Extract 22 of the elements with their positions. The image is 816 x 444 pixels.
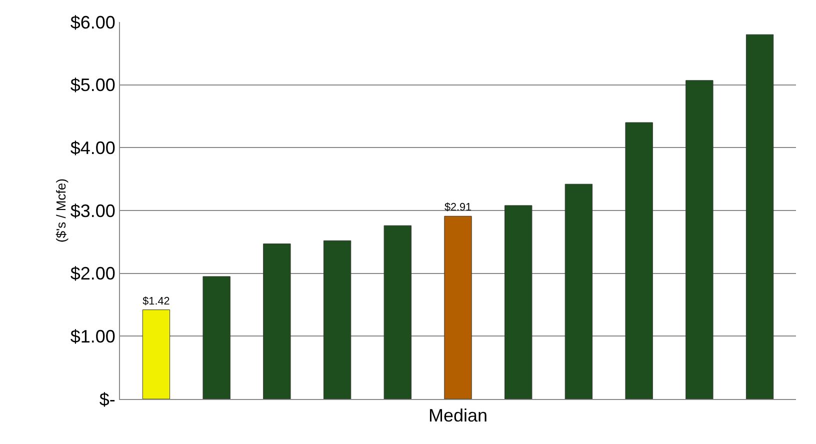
bar (142, 310, 170, 399)
data-label: $2.91 (444, 202, 472, 214)
bar (444, 216, 472, 399)
data-label: $1.42 (142, 295, 170, 308)
bar (263, 244, 291, 399)
y-tick-label: $4.00 (70, 138, 116, 158)
y-axis-title: ($'s / Mcfe) (53, 178, 68, 242)
bar (686, 80, 714, 399)
bar (625, 122, 653, 399)
y-tick-label: $1.00 (70, 326, 116, 346)
y-tick-label: $6.00 (70, 12, 116, 32)
y-tick-label: $- (99, 389, 116, 410)
bar (202, 276, 230, 399)
bar (504, 205, 532, 399)
bar (746, 34, 774, 399)
y-tick-label: $3.00 (70, 200, 116, 221)
bar (323, 240, 352, 399)
bar (384, 225, 412, 399)
y-tick-label: $5.00 (70, 75, 116, 96)
x-tick-label: Median (428, 406, 488, 426)
bar (564, 184, 593, 399)
y-tick-label: $2.00 (70, 264, 116, 284)
